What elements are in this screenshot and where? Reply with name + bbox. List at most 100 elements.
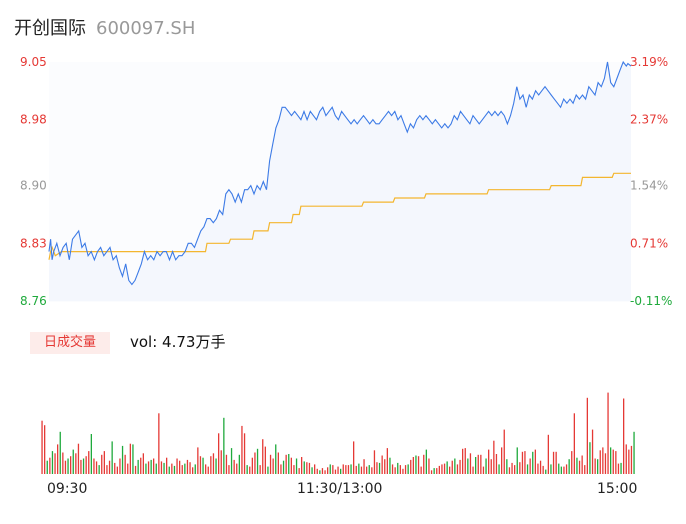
volume-bar [70, 456, 72, 474]
volume-bar [44, 425, 46, 474]
volume-bar [132, 444, 134, 474]
volume-bar [519, 462, 521, 474]
volume-bar [417, 456, 420, 474]
volume-bar [597, 459, 599, 474]
volume-bar [415, 455, 417, 474]
volume-bar [586, 397, 588, 474]
volume-bar [184, 463, 186, 474]
volume-bar [514, 465, 516, 474]
volume-bar [59, 431, 61, 474]
daily-volume-tab[interactable]: 日成交量 [30, 332, 110, 354]
volume-bar [225, 454, 228, 474]
volume-bar [210, 456, 212, 474]
volume-bar [397, 462, 399, 474]
volume-bar [545, 469, 547, 474]
volume-bar [464, 448, 466, 474]
volume-bar [111, 441, 113, 474]
volume-bar [49, 457, 51, 474]
volume-bar [233, 459, 235, 474]
price-line [48, 60, 632, 286]
volume-bar [477, 454, 479, 474]
volume-bar [319, 470, 321, 474]
volume-bar [589, 442, 591, 474]
volume-bar [142, 453, 144, 474]
volume-bar [462, 448, 464, 474]
volume-bar [578, 460, 581, 474]
volume-bar [108, 460, 111, 474]
volume-bar [186, 459, 189, 474]
volume-bar [77, 443, 80, 474]
volume-bar [532, 451, 534, 474]
stock-name: 开创国际 [14, 18, 86, 39]
volume-bar [459, 459, 461, 474]
volume-bar [277, 452, 279, 474]
volume-bar [391, 464, 394, 474]
volume-bar [80, 459, 82, 474]
volume-bar [490, 459, 492, 474]
volume-bar [506, 459, 508, 474]
volume-bar-chart [41, 392, 635, 474]
volume-bar [295, 458, 298, 474]
volume-bar [371, 467, 373, 474]
volume-bar [366, 466, 368, 474]
volume-bar [101, 454, 103, 474]
price-area-fill [49, 62, 631, 301]
volume-bar [116, 466, 118, 474]
volume-bar [127, 463, 129, 474]
volume-bar [189, 462, 191, 474]
volume-bar [308, 462, 311, 474]
volume-bar [436, 468, 438, 474]
volume-bar [106, 465, 108, 474]
y-tick-left: 8.83 [20, 236, 47, 250]
volume-bar [72, 449, 74, 474]
volume-bar [264, 446, 266, 474]
volume-bar [251, 457, 253, 474]
volume-bar [625, 444, 627, 474]
volume-bar [54, 453, 56, 474]
volume-bar [368, 465, 370, 474]
volume-bar [293, 465, 295, 474]
volume-bar [82, 458, 85, 474]
volume-bar [584, 465, 586, 474]
y-tick-left: 8.76 [20, 294, 47, 308]
volume-bar [428, 458, 430, 474]
volume-bar [298, 468, 300, 474]
y-tick-left: 9.05 [20, 55, 47, 69]
volume-bar [353, 441, 355, 474]
volume-bar [254, 452, 256, 474]
volume-bar [607, 392, 609, 474]
volume-bar [501, 447, 503, 474]
volume-bar [443, 463, 446, 474]
volume-bar [539, 460, 542, 474]
intraday-price-chart[interactable]: 9.05 8.98 8.90 8.83 8.76 3.19% 2.37% 1.54% 0.71… [0, 0, 686, 324]
volume-bar [467, 458, 469, 474]
y-axis-right-percent: 3.19% 2.37% 1.54% 0.71% -0.11% [630, 55, 672, 308]
volume-bar [617, 463, 620, 474]
volume-bar [215, 458, 217, 474]
volume-bar [134, 465, 137, 474]
volume-bar [95, 461, 98, 474]
volume-bar [249, 466, 251, 474]
volume-bar [321, 468, 324, 474]
volume-bar [158, 413, 160, 474]
volume-bar [205, 464, 207, 474]
volume-bar [503, 429, 505, 474]
volume-bar [610, 447, 612, 474]
volume-bar [181, 465, 183, 474]
volume-bar [259, 465, 261, 474]
average-price-line [48, 172, 631, 260]
volume-bar [114, 462, 116, 474]
volume-bar [303, 461, 305, 474]
volume-bar [262, 439, 264, 474]
volume-bar [171, 463, 173, 474]
volume-bar [550, 464, 552, 474]
volume-bar [153, 458, 155, 474]
volume-bar [568, 459, 570, 474]
volume-bar [599, 450, 601, 474]
volume-bar [301, 457, 303, 474]
volume-bar [381, 455, 383, 474]
volume-bar [272, 458, 274, 474]
volume-bar [573, 413, 575, 474]
volume-bar [630, 445, 633, 474]
volume-bar [119, 458, 121, 474]
